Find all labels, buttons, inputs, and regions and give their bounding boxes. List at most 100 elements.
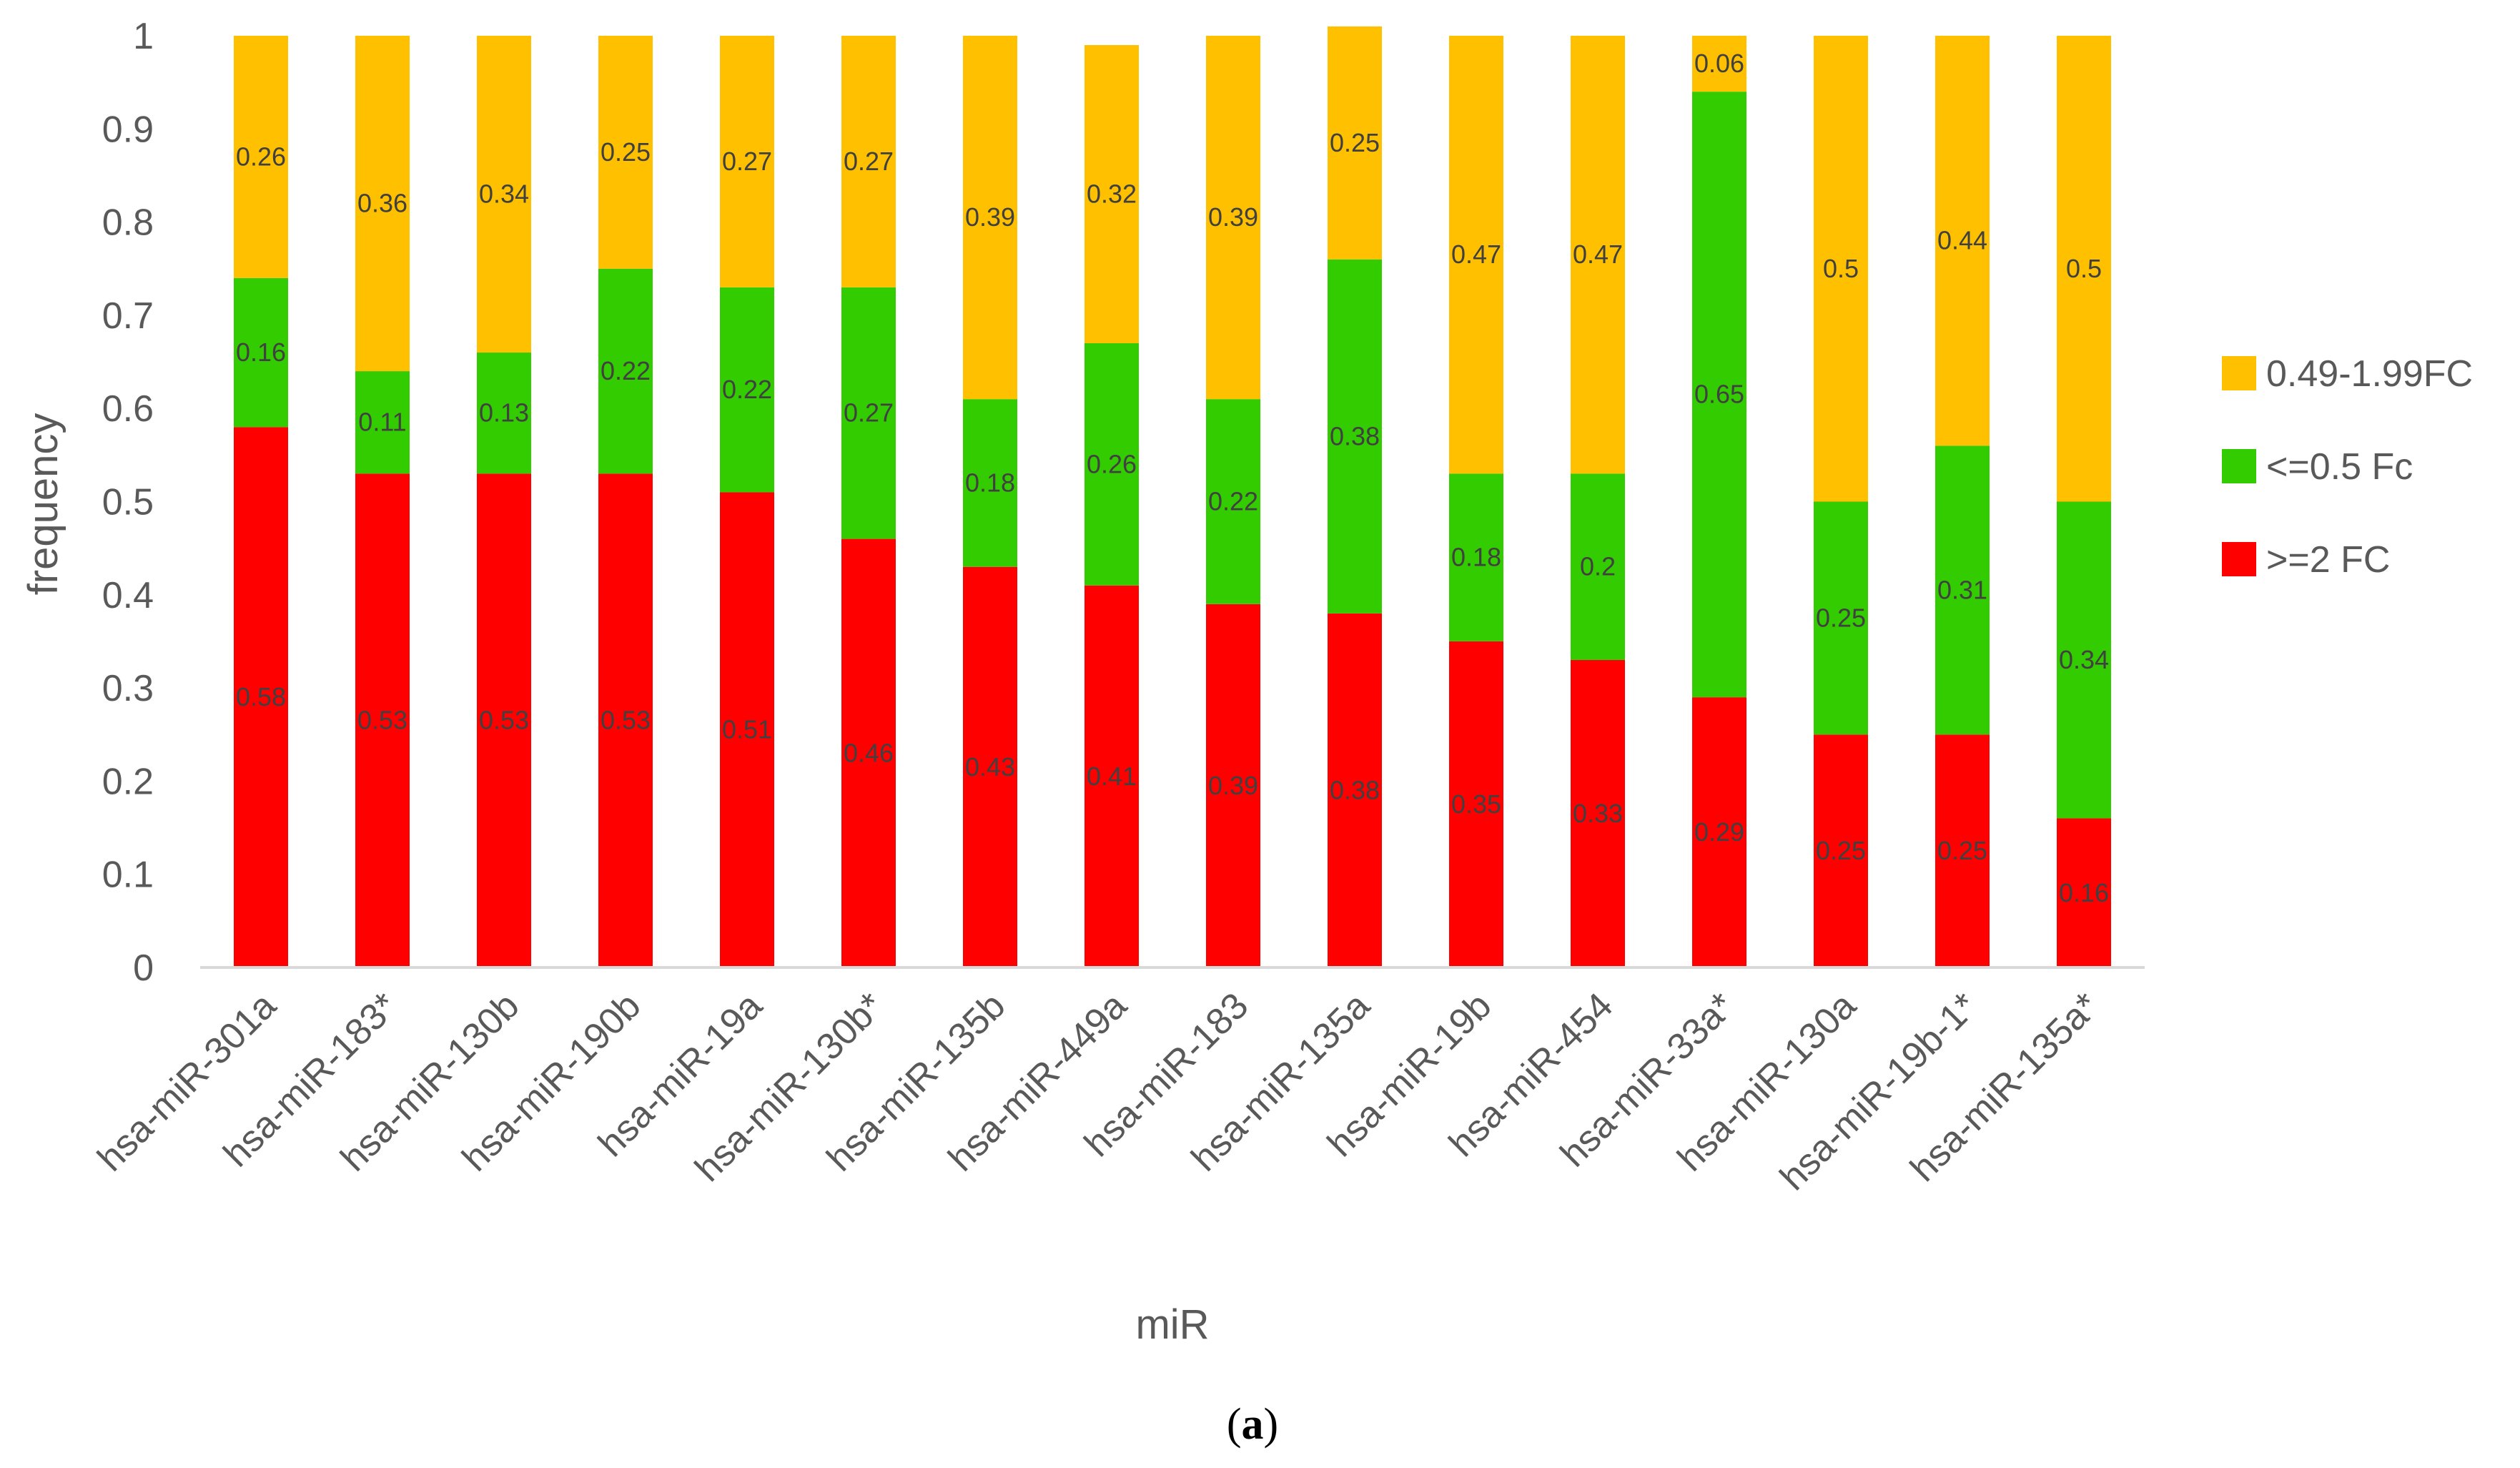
data-label: 0.35 — [1451, 789, 1501, 819]
bar-segment — [963, 36, 1017, 400]
data-label: 0.39 — [965, 202, 1015, 232]
data-label: 0.27 — [844, 147, 894, 176]
data-label: 0.47 — [1451, 240, 1501, 269]
data-label: 0.5 — [1823, 254, 1859, 283]
y-tick-label: 0.1 — [102, 854, 154, 896]
data-label: 0.38 — [1330, 775, 1380, 804]
y-tick-label: 0.6 — [102, 388, 154, 430]
data-label: 0.53 — [601, 706, 651, 735]
data-label: 0.2 — [1580, 552, 1616, 581]
bar-segment — [1328, 259, 1382, 614]
data-label: 0.29 — [1694, 817, 1744, 847]
bar-segment — [1206, 604, 1260, 967]
bar-segment — [1692, 92, 1746, 698]
bar-segment — [598, 268, 653, 474]
bar-segment — [1935, 36, 1990, 446]
data-label: 0.25 — [1937, 836, 1987, 865]
data-label: 0.25 — [1330, 128, 1380, 157]
bar-segment — [963, 399, 1017, 567]
bar-segment — [1449, 473, 1503, 641]
data-label: 0.51 — [722, 715, 772, 744]
y-tick-label: 0.2 — [102, 761, 154, 802]
legend-label: <=0.5 Fc — [2266, 446, 2413, 488]
legend-swatch — [2222, 356, 2256, 390]
bar-segment — [1571, 473, 1625, 661]
caption-close-paren: ) — [1264, 1400, 1279, 1449]
bar-segment — [477, 353, 531, 474]
data-label: 0.53 — [357, 706, 407, 735]
data-label: 0.27 — [844, 398, 894, 428]
bar-segment — [1935, 734, 1990, 967]
legend-swatch — [2222, 449, 2256, 483]
bar-segment — [841, 538, 896, 967]
bar-segment — [1084, 343, 1139, 586]
data-label: 0.25 — [601, 137, 651, 167]
bar-segment — [2057, 501, 2111, 819]
data-label: 0.32 — [1087, 179, 1137, 209]
bar-segment — [355, 36, 410, 372]
data-label: 0.34 — [2059, 645, 2109, 674]
data-label: 0.39 — [1208, 202, 1258, 232]
data-label: 0.25 — [1816, 603, 1866, 632]
data-label: 0.47 — [1573, 240, 1623, 269]
data-label: 0.18 — [1451, 543, 1501, 572]
data-label: 0.33 — [1573, 799, 1623, 828]
data-label: 0.34 — [479, 179, 529, 209]
legend: 0.49-1.99FC <=0.5 Fc >=2 FC — [2222, 353, 2473, 581]
legend-label: 0.49-1.99FC — [2266, 353, 2473, 395]
bar-segment — [355, 473, 410, 967]
bar-segment — [1084, 45, 1139, 343]
bar-segment — [477, 36, 531, 353]
data-label: 0.5 — [2066, 254, 2102, 283]
bar-segment — [234, 427, 288, 967]
data-label: 0.22 — [722, 375, 772, 404]
bar-segment — [2057, 36, 2111, 502]
bar-segment — [1814, 734, 1868, 967]
caption-open-paren: ( — [1227, 1400, 1242, 1449]
data-label: 0.06 — [1694, 49, 1744, 78]
data-label: 0.36 — [357, 189, 407, 218]
legend-label: >=2 FC — [2266, 539, 2390, 581]
bar-segment — [841, 287, 896, 539]
bar-segment — [598, 473, 653, 967]
bar-segment — [1692, 697, 1746, 967]
y-axis-ticks: 0 0.1 0.2 0.3 0.4 0.5 0.6 0.7 0.8 0.9 1 — [102, 16, 154, 989]
bars — [234, 26, 2111, 967]
data-label: 0.38 — [1330, 421, 1380, 450]
bar-segment — [234, 36, 288, 278]
data-labels: 0.58 0.16 0.26 0.53 0.11 0.36 0.53 0.13 0.34 0.53… — [236, 49, 2109, 907]
data-label: 0.44 — [1937, 226, 1987, 255]
data-label: 0.16 — [236, 338, 286, 367]
bar-segment — [1328, 26, 1382, 260]
bar-segment — [1449, 36, 1503, 474]
data-label: 0.22 — [1208, 487, 1258, 516]
bar-segment — [1206, 399, 1260, 604]
data-label: 0.26 — [1087, 449, 1137, 478]
data-label: 0.27 — [722, 147, 772, 176]
x-axis-title: miR — [1135, 1301, 1209, 1348]
bar-segment — [1449, 641, 1503, 967]
y-tick-label: 0 — [133, 947, 154, 989]
bar-segment — [1084, 585, 1139, 967]
caption-letter: a — [1242, 1400, 1264, 1449]
figure-caption: (a) — [1227, 1400, 1278, 1449]
y-tick-label: 0.5 — [102, 482, 154, 523]
bar-segment — [1814, 36, 1868, 502]
bar-segment — [1692, 36, 1746, 92]
data-label: 0.43 — [965, 752, 1015, 782]
bar-segment — [1571, 660, 1625, 967]
bar-segment — [841, 36, 896, 287]
data-label: 0.11 — [358, 408, 406, 437]
data-label: 0.39 — [1208, 771, 1258, 800]
y-tick-label: 0.4 — [102, 575, 154, 616]
data-label: 0.22 — [601, 356, 651, 385]
data-label: 0.58 — [236, 682, 286, 711]
data-label: 0.65 — [1694, 380, 1744, 409]
data-label: 0.13 — [479, 398, 529, 428]
y-tick-label: 0.9 — [102, 109, 154, 150]
data-label: 0.25 — [1816, 836, 1866, 865]
bar-segment — [2057, 818, 2111, 967]
bar-segment — [720, 36, 774, 287]
bar-segment — [234, 277, 288, 428]
